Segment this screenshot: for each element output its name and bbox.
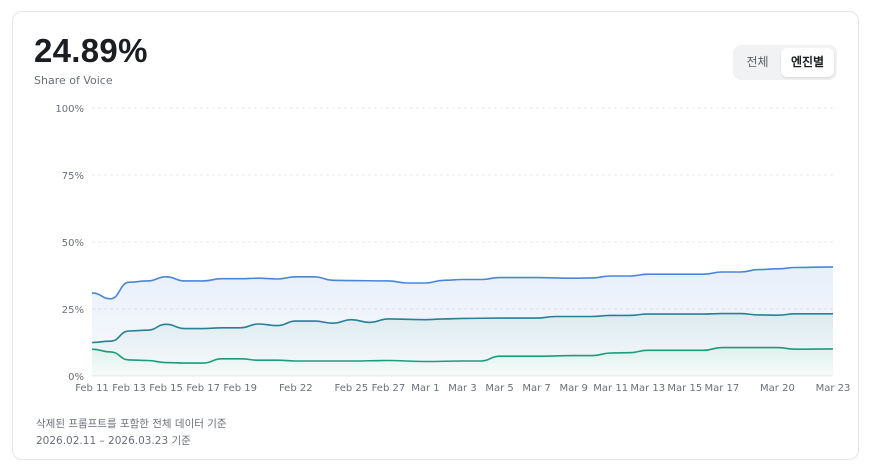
share-of-voice-value: 24.89% (34, 32, 148, 69)
x-tick-label: Feb 25 (335, 383, 369, 394)
share-of-voice-label: Share of Voice (34, 74, 113, 87)
series-top-line[interactable] (91, 266, 834, 300)
series-middle-line[interactable] (91, 312, 833, 344)
date-range-note: 2026.02.11 – 2026.03.23 기준 (36, 435, 191, 447)
x-tick-label: Feb 17 (186, 383, 220, 394)
x-tick-label: Feb 11 (75, 383, 109, 394)
data-basis-note: 삭제된 프롬프트를 포함한 전체 데이터 기준 (36, 418, 227, 430)
series-top-area (92, 266, 833, 343)
y-tick-label: 75% (62, 171, 84, 182)
x-tick-label: Feb 27 (372, 383, 406, 394)
y-tick-label: 25% (62, 305, 84, 316)
y-tick-label: 50% (62, 238, 84, 249)
x-tick-label: Mar 20 (760, 383, 795, 394)
share-of-voice-card: 24.89% Share of Voice 전체 엔진별 삭제된 프롬프트를 포… (12, 11, 859, 460)
toggle-all-button[interactable]: 전체 (746, 55, 769, 69)
x-tick-label: Feb 13 (112, 383, 146, 394)
y-tick-label: 0% (68, 372, 84, 383)
x-tick-label: Mar 3 (448, 383, 476, 394)
x-tick-label: Mar 9 (559, 383, 587, 394)
toggle-by-engine-button[interactable]: 엔진별 (781, 48, 834, 77)
x-tick-label: Mar 5 (485, 383, 513, 394)
x-tick-label: Feb 19 (223, 383, 257, 394)
view-toggle: 전체 엔진별 (733, 45, 837, 80)
y-tick-label: 100% (55, 104, 84, 115)
x-tick-label: Mar 15 (667, 383, 702, 394)
x-tick-label: Mar 11 (593, 383, 628, 394)
x-tick-label: Feb 15 (149, 383, 183, 394)
x-tick-label: Mar 13 (630, 383, 665, 394)
x-tick-label: Mar 7 (522, 383, 550, 394)
x-tick-label: Mar 17 (704, 383, 739, 394)
series-bottom-line[interactable] (91, 346, 834, 364)
x-tick-label: Mar 23 (816, 383, 851, 394)
x-tick-label: Mar 1 (411, 383, 439, 394)
x-tick-label: Feb 22 (279, 383, 313, 394)
